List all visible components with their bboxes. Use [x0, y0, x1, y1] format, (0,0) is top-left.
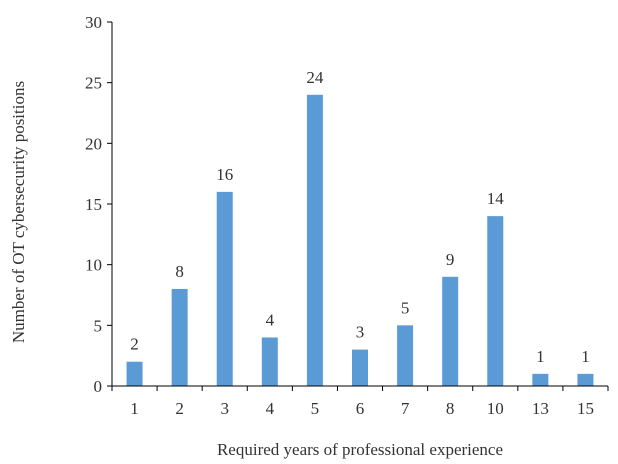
- bars: [126, 94, 594, 387]
- x-tick-label: 10: [487, 399, 504, 418]
- data-label: 16: [216, 165, 233, 184]
- y-tick-label: 25: [85, 74, 102, 93]
- x-tick-label: 5: [311, 399, 320, 418]
- data-label: 4: [266, 310, 275, 329]
- bar: [171, 288, 188, 386]
- data-label: 14: [487, 189, 505, 208]
- data-label: 1: [581, 347, 590, 366]
- bar: [577, 373, 594, 386]
- x-tick-label: 7: [401, 399, 410, 418]
- x-axis-title: Required years of professional experienc…: [217, 440, 503, 459]
- x-tick-label: 8: [446, 399, 455, 418]
- bar: [442, 276, 459, 386]
- x-tick-label: 3: [220, 399, 229, 418]
- x-axis-ticks: 1 2 3 4 5 6 7 8 10 13 15: [111, 386, 609, 418]
- y-axis-title: Number of OT cybersecurity positions: [9, 81, 28, 343]
- bar: [352, 349, 368, 386]
- x-tick-label: 13: [532, 399, 549, 418]
- y-axis-ticks: 0 5 10 15 20 25 30: [85, 13, 112, 396]
- bar: [397, 325, 414, 386]
- data-label: 1: [536, 347, 545, 366]
- data-label: 5: [401, 298, 410, 317]
- bar: [216, 191, 233, 386]
- x-tick-label: 15: [577, 399, 594, 418]
- bar: [487, 216, 504, 386]
- data-label: 9: [446, 250, 455, 269]
- x-tick-label: 4: [266, 399, 275, 418]
- bar: [306, 94, 323, 387]
- x-tick-label: 6: [356, 399, 365, 418]
- bar: [532, 373, 549, 386]
- data-label: 24: [306, 68, 324, 87]
- y-tick-label: 20: [85, 134, 102, 153]
- y-tick-label: 5: [94, 316, 103, 335]
- x-tick-label: 1: [130, 399, 139, 418]
- bar: [261, 337, 278, 386]
- y-tick-label: 0: [94, 377, 103, 396]
- bar: [126, 361, 143, 386]
- y-tick-label: 30: [85, 13, 102, 32]
- data-label: 2: [130, 335, 139, 354]
- data-label: 8: [175, 262, 184, 281]
- y-tick-label: 10: [85, 256, 102, 275]
- data-label: 3: [356, 323, 365, 342]
- y-tick-label: 15: [85, 195, 102, 214]
- x-tick-label: 2: [175, 399, 184, 418]
